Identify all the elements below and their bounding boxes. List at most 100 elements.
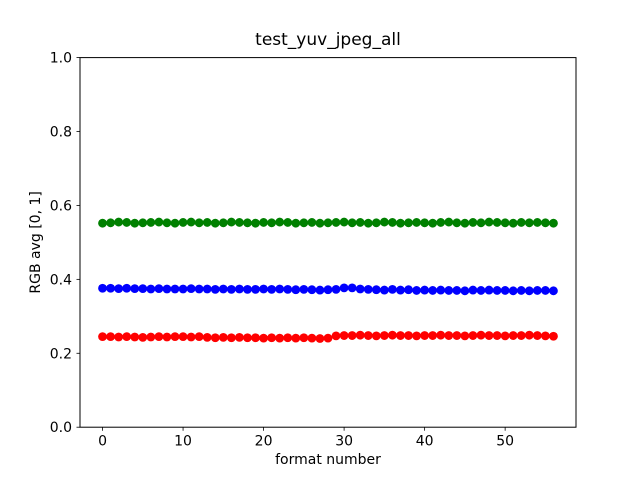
data-point-red — [549, 331, 558, 341]
data-point-green — [186, 217, 196, 227]
data-point-green — [235, 218, 244, 227]
data-point-blue — [347, 283, 357, 293]
data-point-red — [363, 331, 373, 340]
data-point-green — [170, 218, 180, 228]
data-point-blue — [251, 284, 260, 294]
data-point-blue — [291, 285, 301, 295]
data-point-red — [460, 331, 470, 341]
data-point-green — [500, 218, 510, 228]
data-point-green — [516, 218, 526, 227]
data-point-green — [267, 218, 277, 228]
data-point-blue — [444, 286, 454, 295]
data-point-green — [114, 217, 124, 227]
data-point-blue — [146, 284, 156, 294]
data-point-green — [275, 217, 285, 227]
data-point-green — [194, 218, 204, 228]
x-tick-label: 40 — [416, 434, 434, 450]
data-point-blue — [388, 284, 397, 294]
data-point-red — [243, 333, 252, 343]
data-point-green — [339, 217, 349, 227]
data-point-green — [218, 218, 228, 228]
data-point-red — [291, 333, 301, 343]
data-point-red — [218, 332, 228, 342]
data-point-green — [259, 218, 268, 227]
data-point-red — [259, 333, 268, 343]
data-point-blue — [202, 284, 212, 294]
data-point-red — [202, 332, 212, 342]
data-point-green — [388, 218, 397, 227]
data-point-blue — [452, 286, 462, 295]
data-point-red — [516, 331, 526, 340]
data-point-blue — [460, 286, 470, 296]
data-point-green — [130, 218, 140, 228]
data-point-blue — [516, 286, 526, 295]
data-point-red — [476, 330, 486, 340]
data-point-red — [186, 332, 196, 342]
data-point-red — [106, 332, 115, 342]
x-tick-label: 0 — [98, 434, 107, 450]
data-point-green — [492, 218, 502, 227]
data-point-green — [243, 218, 252, 228]
data-point-blue — [122, 283, 132, 293]
data-point-red — [315, 334, 325, 343]
data-point-blue — [355, 284, 365, 294]
data-point-red — [323, 333, 333, 343]
data-point-blue — [323, 285, 333, 295]
data-point-green — [299, 218, 309, 228]
data-point-green — [508, 218, 518, 228]
data-point-blue — [154, 284, 164, 293]
data-point-red — [210, 333, 220, 343]
data-point-blue — [275, 284, 285, 294]
data-point-blue — [178, 284, 188, 294]
x-axis-label: format number — [275, 452, 381, 468]
data-point-red — [283, 333, 293, 343]
data-point-red — [251, 333, 260, 343]
data-point-blue — [162, 284, 172, 294]
y-axis-label: RGB avg [0, 1] — [28, 191, 44, 293]
data-point-green — [162, 218, 172, 228]
data-point-red — [146, 332, 156, 342]
data-point-blue — [508, 286, 518, 296]
data-point-green — [226, 217, 236, 227]
data-point-blue — [218, 284, 228, 294]
data-point-blue — [106, 283, 115, 293]
data-point-red — [226, 333, 236, 343]
data-point-blue — [363, 284, 373, 294]
data-point-red — [235, 332, 244, 342]
y-tick-label: 0.8 — [50, 125, 72, 141]
data-point-blue — [138, 284, 148, 293]
data-point-red — [307, 333, 317, 343]
data-point-red — [500, 331, 510, 341]
data-point-green — [347, 218, 357, 228]
data-point-red — [299, 333, 309, 343]
data-point-blue — [307, 285, 317, 295]
data-point-green — [363, 218, 373, 228]
data-point-red — [492, 331, 502, 340]
data-point-green — [202, 218, 212, 227]
data-point-green — [355, 218, 365, 227]
data-point-blue — [412, 286, 421, 295]
data-point-blue — [130, 284, 140, 293]
x-tick-label: 20 — [255, 434, 273, 450]
data-point-green — [98, 218, 107, 228]
data-point-red — [524, 330, 534, 340]
data-point-red — [170, 332, 180, 342]
data-point-green — [476, 218, 486, 228]
data-point-red — [396, 331, 405, 340]
data-point-red — [468, 331, 478, 340]
chart-title: test_yuv_jpeg_all — [255, 30, 401, 50]
data-point-red — [420, 331, 430, 340]
data-point-blue — [210, 284, 220, 294]
data-point-green — [460, 218, 470, 228]
data-point-blue — [331, 284, 341, 294]
data-point-blue — [468, 285, 478, 295]
data-point-blue — [170, 284, 180, 294]
data-point-blue — [549, 286, 558, 296]
data-point-red — [154, 332, 164, 342]
data-point-blue — [267, 284, 277, 294]
data-point-red — [428, 331, 438, 340]
data-point-green — [541, 218, 550, 228]
data-point-green — [315, 218, 325, 228]
data-point-blue — [98, 283, 107, 293]
